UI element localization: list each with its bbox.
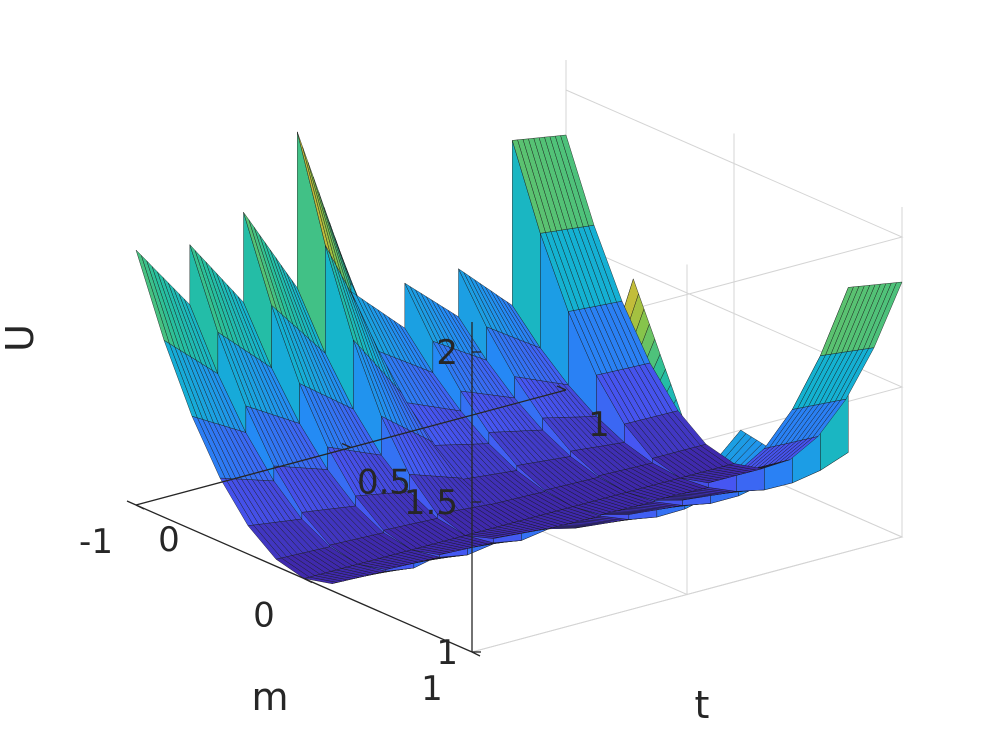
z-tick-label: 1 (436, 633, 458, 673)
y-tick-label: 1 (421, 669, 443, 709)
x-tick-mark (126, 500, 137, 506)
x-axis-label: t (695, 683, 710, 727)
z-tick-label: 2 (436, 333, 458, 373)
y-axis-label: m (251, 675, 288, 719)
surface-patch (560, 134, 595, 227)
z-tick-label: 1.5 (404, 483, 458, 523)
y-tick-label: -1 (79, 522, 113, 562)
surface-mesh (135, 131, 903, 584)
z-axis-label: U (0, 324, 42, 352)
y-tick-mark (135, 504, 145, 510)
x-tick-label: 1 (588, 405, 610, 445)
y-tick-mark (471, 651, 481, 657)
y-tick-label: 0 (253, 596, 275, 636)
y-tick-mark (303, 577, 313, 584)
x-tick-label: 0.5 (357, 463, 411, 503)
axis-labels: t m U (0, 324, 709, 727)
axis-frame (126, 322, 567, 657)
x-tick-mark (556, 385, 567, 391)
x-tick-mark (341, 442, 352, 449)
x-tick-label: 0 (158, 520, 180, 560)
